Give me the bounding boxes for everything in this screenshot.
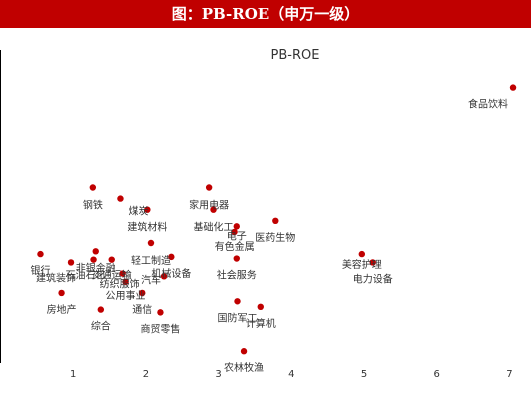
x-tick-label: 5: [361, 369, 367, 380]
data-point: [206, 184, 212, 190]
data-point: [258, 304, 264, 310]
data-label: 钢铁: [83, 199, 103, 212]
data-label: 通信: [132, 304, 152, 316]
data-label: 汽车: [141, 273, 161, 286]
x-tick-label: 7: [506, 369, 512, 380]
x-tick-label: 3: [215, 369, 221, 380]
data-point: [359, 251, 365, 257]
data-label: 公用事业: [106, 289, 146, 302]
data-label: 医药生物: [255, 231, 295, 244]
data-point: [510, 84, 516, 90]
chart-title: PB-ROE: [271, 48, 320, 63]
data-label: 纺织服饰: [100, 278, 140, 291]
data-label: 家用电器: [189, 199, 229, 212]
data-label: 食品饮料: [468, 98, 508, 111]
data-point: [109, 256, 115, 262]
data-label: 商贸零售: [140, 322, 180, 335]
data-label: 社会服务: [217, 269, 257, 282]
data-point: [98, 306, 104, 312]
header-bar: 图：PB-ROE（申万一级）: [0, 0, 531, 28]
x-ticks: 1 2 3 4 5 6 7: [70, 369, 513, 380]
data-point: [241, 348, 247, 354]
data-label: 轻工制造: [131, 254, 171, 267]
data-label: 有色金属: [215, 240, 255, 253]
data-point: [93, 248, 99, 254]
data-point: [37, 251, 43, 257]
data-point: [234, 298, 240, 304]
data-points: [37, 84, 516, 354]
data-label: 电子: [227, 229, 247, 242]
data-label: 房地产: [47, 303, 77, 316]
data-point: [234, 223, 240, 229]
data-point: [148, 240, 154, 246]
data-point: [117, 195, 123, 201]
x-tick-label: 4: [288, 369, 294, 380]
data-point: [58, 290, 64, 296]
data-point: [90, 256, 96, 262]
data-point: [157, 309, 163, 315]
x-tick-label: 6: [434, 369, 440, 380]
data-point: [234, 255, 240, 261]
data-label: 综合: [91, 320, 111, 333]
data-label: 建筑材料: [127, 221, 167, 234]
data-label: 美容护理: [342, 258, 382, 271]
data-label: 煤炭: [128, 205, 148, 218]
data-label: 计算机: [246, 317, 276, 330]
data-point: [68, 259, 74, 265]
data-label: 电力设备: [353, 272, 393, 285]
data-point: [90, 184, 96, 190]
data-point: [272, 218, 278, 224]
data-label: 农林牧渔: [224, 361, 264, 374]
x-tick-label: 1: [70, 369, 76, 380]
x-tick-label: 2: [143, 369, 149, 380]
figure-title: 图：PB-ROE（申万一级）: [0, 0, 531, 28]
